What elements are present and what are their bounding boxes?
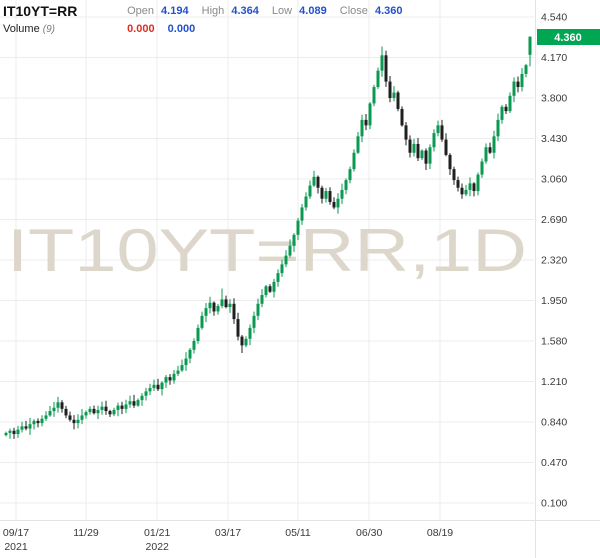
last-price-tag: 4.360 — [537, 29, 600, 45]
symbol-label: IT10YT=RR — [3, 3, 78, 20]
volume-value-red: 0.000 — [127, 23, 155, 35]
last-price-value: 4.360 — [554, 32, 582, 44]
svg-text:0.840: 0.840 — [541, 417, 567, 429]
svg-text:3.800: 3.800 — [541, 93, 567, 105]
svg-text:1.210: 1.210 — [541, 376, 567, 388]
low-label: Low — [271, 5, 293, 17]
svg-text:01/21: 01/21 — [144, 527, 170, 539]
svg-text:06/30: 06/30 — [356, 527, 382, 539]
candles — [4, 36, 532, 439]
svg-text:3.060: 3.060 — [541, 174, 567, 186]
svg-text:03/17: 03/17 — [215, 527, 241, 539]
chart-legend: IT10YT=RR Open 4.194 High 4.364 Low 4.08… — [3, 2, 412, 38]
high-value: 4.364 — [231, 5, 259, 17]
svg-text:2.690: 2.690 — [541, 214, 567, 226]
volume-value-blue: 0.000 — [167, 23, 196, 35]
svg-text:4.170: 4.170 — [541, 52, 567, 64]
svg-text:2021: 2021 — [4, 541, 28, 553]
close-value: 4.360 — [374, 5, 403, 17]
svg-text:2022: 2022 — [146, 541, 170, 553]
symbol-watermark: IT10YT=RR,1D — [7, 217, 527, 284]
volume-param: (9) — [42, 24, 55, 35]
close-label: Close — [339, 5, 368, 17]
open-label: Open — [127, 5, 154, 17]
svg-text:2.320: 2.320 — [541, 255, 567, 267]
svg-text:0.100: 0.100 — [541, 498, 567, 510]
svg-text:4.540: 4.540 — [541, 12, 567, 24]
price-axis[interactable]: 4.540 4.170 3.800 3.430 3.060 2.690 2.320 1.950… — [541, 12, 567, 510]
volume-label: Volume (9) — [3, 23, 55, 35]
low-value: 4.089 — [299, 5, 327, 17]
svg-text:1.580: 1.580 — [541, 336, 567, 348]
svg-text:3.430: 3.430 — [541, 133, 567, 145]
svg-text:08/19: 08/19 — [427, 527, 453, 539]
open-value: 4.194 — [161, 5, 189, 17]
ohlc-row: IT10YT=RR Open 4.194 High 4.364 Low 4.08… — [3, 2, 412, 20]
svg-text:0.470: 0.470 — [541, 457, 567, 469]
time-axis[interactable]: 09/17 2021 11/29 01/21 2022 03/17 05/11 06/30 08… — [3, 527, 453, 553]
gridlines — [0, 0, 534, 520]
volume-row: Volume (9) 0.000 0.000 — [3, 20, 412, 38]
high-label: High — [201, 5, 225, 17]
svg-text:11/29: 11/29 — [73, 527, 99, 539]
svg-text:09/17: 09/17 — [3, 527, 29, 539]
svg-text:1.950: 1.950 — [541, 295, 567, 307]
svg-text:05/11: 05/11 — [285, 527, 311, 539]
